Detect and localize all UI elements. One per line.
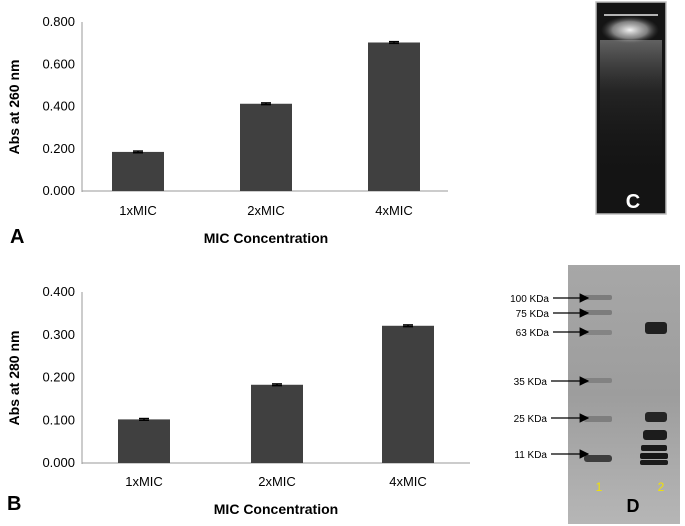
chart-b-ytick: 0.000 — [42, 455, 75, 470]
chart-b-bar — [118, 419, 170, 463]
gel-c: C — [595, 1, 667, 215]
marker-label-35: 35 KDa — [514, 377, 548, 388]
chart-a-ytick: 0.600 — [42, 56, 75, 71]
chart-b-xtick: 1xMIC — [125, 474, 163, 489]
gel-c-band — [601, 16, 659, 44]
chart-b-ytick: 0.200 — [42, 370, 75, 385]
gel-d-background — [568, 265, 680, 524]
chart-a-bar — [112, 151, 164, 191]
chart-b-xtick: 2xMIC — [258, 474, 296, 489]
chart-b-ytick: 0.400 — [42, 284, 75, 299]
ladder-band-35 — [584, 378, 612, 383]
sample-band-4 — [641, 445, 667, 451]
panel-label-b: B — [7, 493, 21, 515]
panel-label-a: A — [10, 226, 24, 248]
ladder-band-63 — [584, 330, 612, 335]
chart-a-bar — [240, 103, 292, 191]
sample-band-3 — [643, 430, 667, 440]
marker-label-63: 63 KDa — [516, 328, 550, 339]
chart-a-xtick: 1xMIC — [119, 203, 157, 218]
sample-band-6 — [640, 460, 668, 465]
ladder-band-11 — [584, 455, 612, 462]
ladder-band-75 — [584, 310, 612, 315]
sample-band-5 — [640, 453, 668, 459]
chart-b-xlabel: MIC Concentration — [214, 501, 338, 517]
chart-a-xtick: 4xMIC — [375, 203, 413, 218]
gel-c-smear — [600, 40, 662, 190]
ladder-band-100 — [584, 295, 612, 300]
chart-a-ytick: 0.400 — [42, 99, 75, 114]
marker-label-75: 75 KDa — [516, 309, 550, 320]
lane-label-2: 2 — [658, 480, 665, 494]
chart-a-ytick: 0.200 — [42, 141, 75, 156]
gel-d-label: D — [627, 496, 640, 516]
chart-a-xtick: 2xMIC — [247, 203, 285, 218]
chart-a: Abs at 260 nm MIC Concentration A 0.000 0… — [6, 14, 448, 248]
sample-band-1 — [645, 322, 667, 334]
marker-arrows: 100 KDa 75 KDa 63 KDa 35 KDa 25 KDa 11 K… — [510, 293, 590, 461]
ladder-band-25 — [584, 416, 612, 422]
chart-a-xlabel: MIC Concentration — [204, 230, 328, 246]
chart-a-ytick: 0.000 — [42, 183, 75, 198]
marker-label-100: 100 KDa — [510, 294, 549, 305]
chart-a-ytick: 0.800 — [42, 14, 75, 29]
chart-b: Abs at 280 nm MIC Concentration B 0.000 0… — [6, 284, 470, 517]
chart-b-ytick: 0.300 — [42, 327, 75, 342]
chart-b-bar — [251, 384, 303, 463]
sample-band-2 — [645, 412, 667, 422]
marker-label-25: 25 KDa — [514, 414, 548, 425]
chart-a-bar — [368, 42, 420, 192]
chart-a-ylabel: Abs at 260 nm — [6, 60, 22, 155]
chart-b-xtick: 4xMIC — [389, 474, 427, 489]
marker-label-11: 11 KDa — [514, 450, 547, 461]
gel-c-label: C — [626, 191, 640, 213]
chart-b-ytick: 0.100 — [42, 412, 75, 427]
chart-b-ylabel: Abs at 280 nm — [6, 331, 22, 426]
gel-d: 1 2 D 100 KDa 75 KDa 63 KDa 35 KDa 25 KD… — [510, 265, 680, 524]
lane-label-1: 1 — [596, 480, 603, 494]
chart-b-bar — [382, 325, 434, 463]
